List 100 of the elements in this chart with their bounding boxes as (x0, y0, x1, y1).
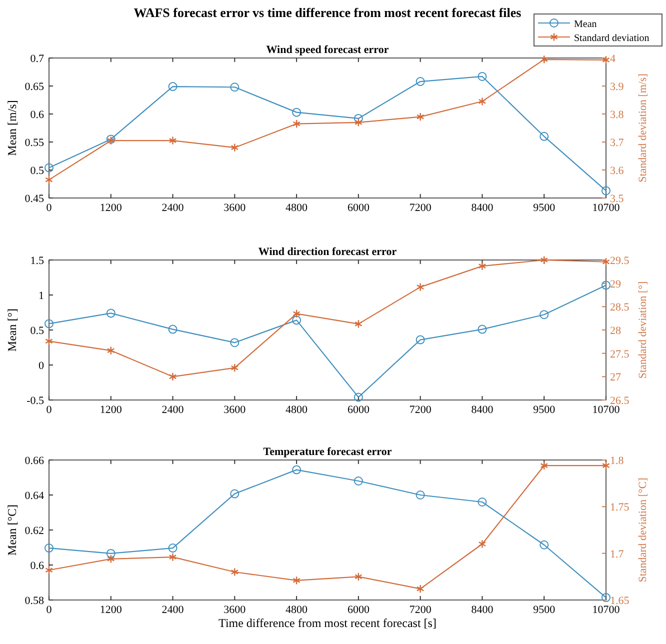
point (230, 143, 239, 152)
x-tick-label: 10700 (592, 404, 620, 416)
chart-title: Wind direction forecast error (258, 246, 397, 258)
y2-tick-label: 3.8 (610, 109, 624, 121)
point (292, 465, 302, 474)
point (107, 346, 115, 355)
point (602, 593, 610, 602)
x-tick-label: 2400 (162, 604, 184, 616)
point (292, 119, 300, 128)
point (230, 489, 240, 498)
x-tick-label: 1200 (100, 604, 122, 616)
y-tick-label: 0.58 (24, 595, 44, 607)
point (416, 77, 425, 86)
y-tick-label: 0.65 (24, 81, 44, 93)
legend-label: Standard deviation (574, 33, 650, 44)
x-tick-label: 6000 (347, 604, 370, 616)
y-tick-label: -0.5 (26, 395, 44, 407)
x-tick-label: 1200 (100, 404, 122, 416)
point (230, 82, 240, 92)
point (354, 392, 363, 402)
point (44, 544, 54, 553)
point (602, 257, 610, 266)
y2-tick-label: 1.75 (610, 502, 630, 514)
point (416, 584, 424, 594)
point (44, 163, 54, 172)
chart-subtitle: Wind speed forecast error (266, 44, 389, 56)
x-tick-label: 9500 (533, 404, 556, 416)
point (292, 576, 300, 585)
x-tick-label: 7200 (409, 202, 432, 214)
chart-title: Temperature forecast error (263, 446, 392, 458)
x-tick-label: 3600 (224, 202, 246, 214)
point (540, 461, 548, 470)
legend-label: Mean (574, 19, 597, 30)
point (168, 82, 178, 92)
y2-tick-label: 1.8 (610, 455, 624, 467)
y2-tick-label: 28 (610, 325, 622, 337)
point (478, 72, 487, 81)
y-tick-label: 0.7 (30, 53, 44, 65)
point (45, 566, 53, 575)
point (168, 372, 177, 382)
y-tick-label: 0 (38, 360, 44, 372)
y2-tick-label: 3.5 (610, 193, 624, 205)
x-tick-label: 2400 (162, 404, 184, 416)
point (168, 136, 177, 145)
y-tick-label: 0.62 (24, 525, 44, 537)
x-tick-label: 1200 (100, 202, 122, 214)
x-tick-label: 0 (46, 404, 52, 416)
y2-tick-label: 26.5 (610, 395, 630, 407)
y2-tick-label: 28.5 (610, 302, 630, 314)
x-tick-label: 2400 (162, 202, 184, 214)
y-tick-label: 0.66 (24, 455, 44, 467)
y-tick-label: 1.5 (30, 255, 44, 267)
x-tick-label: 10700 (592, 202, 620, 214)
point (354, 320, 362, 328)
point (478, 262, 486, 270)
x-tick-label: 7200 (409, 404, 432, 416)
y2-tick-label: 3.7 (610, 137, 624, 149)
y2-tick-label: 4 (610, 53, 616, 65)
point (478, 97, 486, 106)
y-tick-label: 0.64 (24, 490, 44, 502)
x-tick-label: 8400 (471, 202, 494, 214)
y-tick-label: 0.55 (24, 137, 44, 149)
x-tick-label: 0 (46, 604, 52, 616)
y-axis-title: Mean [°] (5, 308, 19, 352)
y2-tick-label: 3.9 (610, 81, 624, 93)
y2-tick-label: 1.7 (610, 548, 624, 560)
x-tick-label: 3600 (224, 404, 246, 416)
x-tick-label: 9500 (533, 202, 556, 214)
y-tick-label: 0.6 (30, 560, 44, 572)
point (540, 132, 549, 141)
point (107, 554, 115, 564)
point (292, 309, 300, 318)
x-tick-label: 0 (46, 202, 52, 214)
chart-title: WAFS forecast error vs time difference from most recent forecast files (134, 5, 522, 20)
y-tick-label: 0.6 (30, 109, 44, 121)
point (106, 308, 116, 318)
y-tick-label: 0.5 (30, 165, 44, 177)
y2-tick-label: 1.65 (610, 595, 630, 607)
point (106, 548, 116, 558)
x-tick-label: 10700 (592, 604, 620, 616)
point (354, 476, 363, 486)
point (168, 552, 177, 562)
point (602, 461, 610, 470)
point (602, 56, 610, 64)
y2-axis-title: Standard deviation [m/s] (637, 74, 649, 182)
x-axis-title: Time difference from most recent forecast [s] (218, 616, 436, 630)
y-tick-label: 0.5 (30, 325, 44, 337)
x-tick-label: 6000 (347, 202, 370, 214)
point (540, 55, 548, 64)
point (540, 540, 549, 550)
point (45, 336, 53, 346)
y2-tick-label: 29.5 (610, 255, 630, 267)
point (168, 324, 178, 334)
x-tick-label: 8400 (471, 604, 494, 616)
point (230, 568, 239, 576)
point (416, 282, 424, 292)
x-tick-label: 4800 (286, 604, 308, 616)
y-axis-title: Mean [°C] (5, 504, 19, 556)
x-tick-label: 3600 (224, 604, 246, 616)
y2-tick-label: 3.6 (610, 165, 624, 177)
